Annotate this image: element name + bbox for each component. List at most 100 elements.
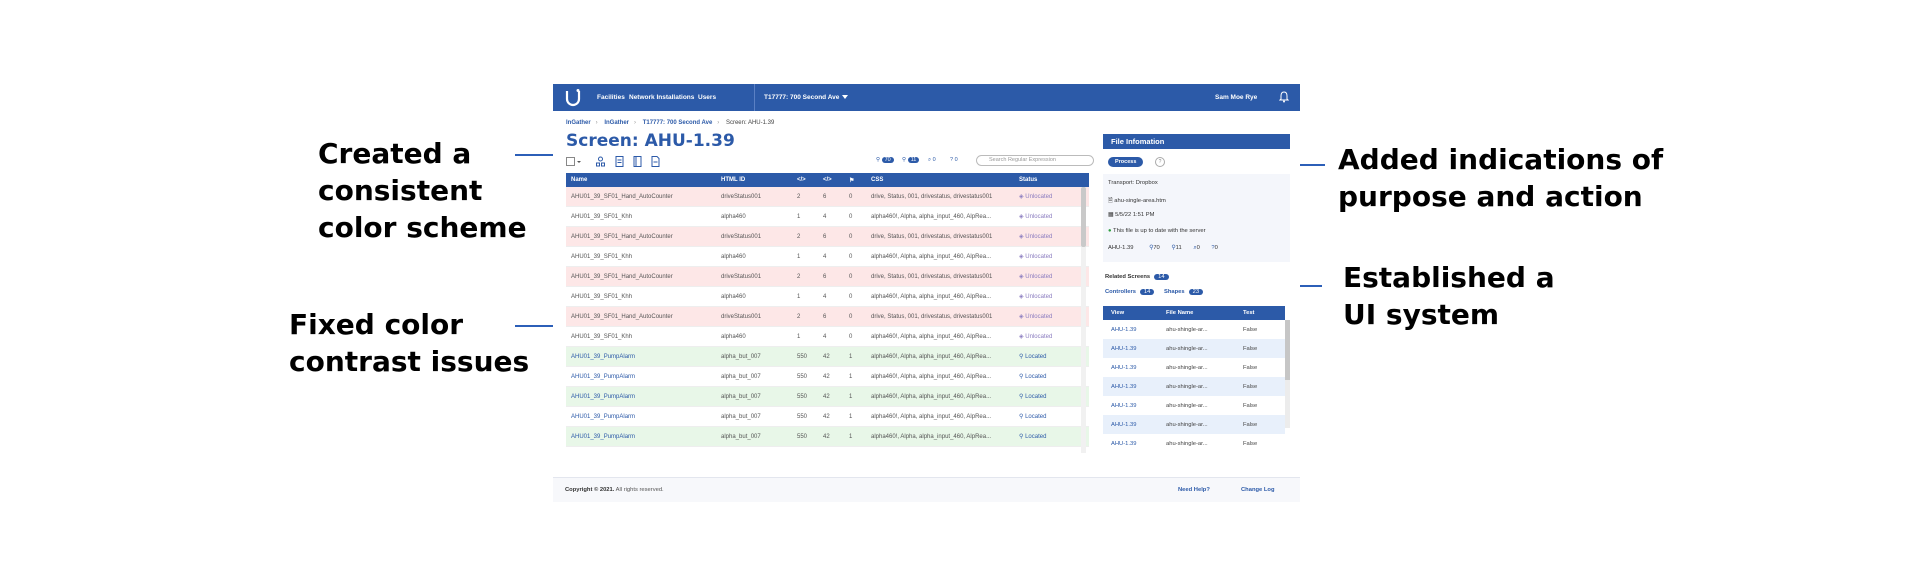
cell-code-a: 550 (792, 406, 818, 427)
related-row[interactable]: AHU-1.39 ahu-shingle-ar... False (1103, 396, 1285, 415)
file-info-box: Transport: Dropbox 🗎 ahu-single-area.htm… (1103, 174, 1290, 262)
col-css[interactable]: CSS (866, 173, 1014, 187)
related-file: ahu-shingle-ar... (1166, 402, 1208, 409)
help-icon[interactable]: ? (1155, 157, 1165, 167)
need-help-link[interactable]: Need Help? (1178, 487, 1210, 493)
cell-flag: 0 (844, 226, 866, 247)
related-view[interactable]: AHU-1.39 (1111, 440, 1137, 447)
col-name[interactable]: Name (566, 173, 716, 187)
related-view[interactable]: AHU-1.39 (1111, 326, 1137, 333)
related-view[interactable]: AHU-1.39 (1103, 415, 1158, 434)
cell-code-a: 2 (792, 226, 818, 247)
related-row[interactable]: AHU-1.39 ahu-shingle-ar... False (1103, 415, 1285, 434)
cell-code-a: 550 (792, 346, 818, 367)
cell-code-a: 550 (792, 386, 818, 407)
related-table: View File Name Test AHU-1.39 ahu-shingle-… (1103, 306, 1285, 453)
table-row[interactable]: AHU01_39_SF01_Hand_AutoCounter driveStatu… (566, 306, 1089, 327)
tab-controllers[interactable]: Controllers (1105, 289, 1136, 295)
status-text: Located (1025, 394, 1047, 400)
pin-icon: ⚲ (1171, 245, 1176, 251)
breadcrumb-item[interactable]: InGather (604, 120, 630, 126)
document-icon[interactable] (615, 156, 624, 167)
nav-users[interactable]: Users (698, 94, 717, 101)
nav-facilities[interactable]: Facilities (597, 94, 625, 101)
status-cell: ⚲ Located (1014, 366, 1089, 387)
table-scroll-thumb[interactable] (1081, 187, 1086, 247)
table-row[interactable]: AHU01_39_SF01_Khh alpha460 1 4 0 alpha460!, A… (566, 286, 1089, 307)
cell-html-id: alpha_but_007 (716, 446, 792, 453)
select-all-checkbox[interactable] (566, 156, 582, 167)
table-row[interactable]: AHU01_39_SF01_Hand_AutoCounter driveStatu… (566, 226, 1089, 247)
table-scrollbar[interactable] (1081, 187, 1086, 453)
book-icon[interactable] (633, 156, 642, 167)
cell-name: AHU01_39_SF01_Khh (566, 246, 716, 267)
callout-line-color-scheme (515, 154, 565, 156)
status-cell: ◈ Unlocated (1014, 206, 1089, 227)
cell-code-a: 2 (792, 187, 818, 207)
nav-network-installations[interactable]: Network Installations (629, 94, 695, 101)
change-log-link[interactable]: Change Log (1241, 487, 1275, 493)
col-code-a[interactable]: </> (792, 173, 818, 187)
cell-code-b: 6 (818, 226, 844, 247)
copyright: Copyright © 2021. All rights reserved. (565, 487, 664, 493)
col-view[interactable]: View (1103, 306, 1158, 320)
screen-name: AHU-1.39 (1108, 245, 1134, 251)
table-row[interactable]: AHU01_39_PumpAlarmalpha_but_007550421alp… (566, 446, 1089, 453)
cell-name: AHU01_39_SF01_Khh (566, 326, 716, 347)
process-button[interactable]: Process (1108, 157, 1144, 167)
related-test: False (1243, 326, 1258, 333)
related-row[interactable]: AHU-1.39 ahu-shingle-ar... False (1103, 339, 1285, 358)
panel-header: File Infomation (1103, 134, 1290, 149)
related-scroll-thumb[interactable] (1285, 320, 1290, 380)
table-row[interactable]: AHU01_39_SF01_Khh alpha460 1 4 0 alpha460!, A… (566, 246, 1089, 267)
table-row[interactable]: AHU01_39_SF01_Khh alpha460 1 4 0 alpha460!, A… (566, 206, 1089, 227)
process-label: Process (1115, 159, 1137, 165)
breadcrumb-item[interactable]: InGather (566, 120, 591, 126)
user-name[interactable]: Sam Moe Rye (1215, 94, 1258, 101)
cell-code-a: 1 (792, 286, 818, 307)
related-row[interactable]: AHU-1.39 ahu-shingle-ar... False (1103, 377, 1285, 396)
breadcrumb-item[interactable]: T17777: 700 Second Ave (642, 120, 713, 126)
table-row[interactable]: AHU01_39_SF01_Hand_AutoCounter driveStatu… (566, 187, 1089, 207)
col-html-id[interactable]: HTML ID (716, 173, 792, 187)
flag-icon[interactable]: ⚑ (844, 173, 866, 187)
cell-code-b: 6 (818, 266, 844, 287)
breadcrumb-current: Screen: AHU-1.39 (725, 120, 775, 126)
search-input[interactable]: Search Regular Expression (976, 155, 1094, 166)
col-status[interactable]: Status (1014, 173, 1089, 187)
related-view[interactable]: AHU-1.39 (1111, 402, 1137, 409)
status-text: Unlocated (1025, 274, 1053, 280)
related-view[interactable]: AHU-1.39 (1111, 364, 1137, 371)
col-code-b[interactable]: </> (818, 173, 844, 187)
related-view[interactable]: AHU-1.39 (1103, 377, 1158, 396)
table-row[interactable]: AHU01_39_SF01_Khh alpha460 1 4 0 alpha460!, A… (566, 326, 1089, 347)
check-icon: ● (1108, 228, 1112, 234)
table-row[interactable]: AHU01_39_SF01_Hand_AutoCounter driveStatu… (566, 266, 1089, 287)
related-row[interactable]: AHU-1.39 ahu-shingle-ar... False (1103, 434, 1285, 453)
related-screens: Related Screens 14 (1105, 274, 1169, 280)
chevron-down-icon[interactable] (842, 95, 848, 99)
search-icon: ⌕ (1193, 245, 1197, 251)
cell-css: drive, Status, 001, drivestatus, drivest… (866, 266, 1014, 287)
status-cell: ◈ Unlocated (1014, 306, 1089, 327)
file-icon[interactable] (651, 156, 660, 167)
bell-icon[interactable] (1279, 91, 1289, 103)
related-row[interactable]: AHU-1.39 ahu-shingle-ar... False (1103, 320, 1285, 339)
tab-shapes[interactable]: Shapes (1164, 289, 1185, 295)
cell-code-b: 4 (818, 326, 844, 347)
status-text: Located (1025, 414, 1047, 420)
facility-select[interactable]: T17777: 700 Second Ave (764, 94, 840, 101)
cell-name: AHU01_39_SF01_Hand_AutoCounter (566, 266, 716, 287)
hierarchy-icon[interactable] (596, 156, 605, 167)
col-test[interactable]: Test (1235, 306, 1285, 320)
shield-icon: ◈ (1019, 274, 1026, 280)
related-view[interactable]: AHU-1.39 (1103, 339, 1158, 358)
related-row[interactable]: AHU-1.39 ahu-shingle-ar... False (1103, 358, 1285, 377)
col-file-name[interactable]: File Name (1158, 306, 1235, 320)
cell-code-b: 42 (818, 366, 844, 387)
